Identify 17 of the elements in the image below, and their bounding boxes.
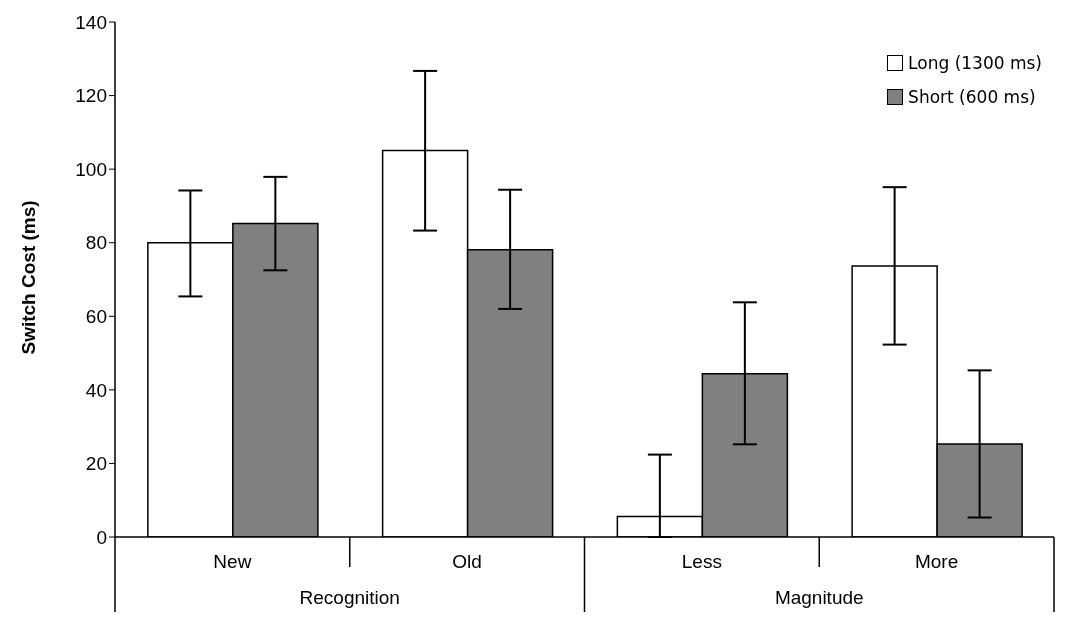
x-tick-label: More [914, 551, 959, 573]
y-tick-label: 80 [85, 232, 107, 254]
y-tick-label: 20 [85, 453, 107, 475]
y-tick-label: 140 [75, 11, 107, 33]
legend-label: Long (1300 ms) [908, 53, 1042, 73]
legend-label: Short (600 ms) [908, 87, 1036, 107]
text: Recognition [299, 587, 400, 608]
y-tick-label: 120 [75, 85, 107, 107]
y-tick-label: 60 [85, 306, 107, 328]
y-tick-label: 40 [85, 379, 107, 401]
y-axis-title: Switch Cost (ms) [17, 200, 39, 355]
x-tick-label: Old [452, 551, 482, 573]
x-tick-label: Less [681, 551, 722, 573]
y-tick-label: 0 [96, 526, 107, 548]
x-tick-label: New [213, 551, 252, 573]
text: Magnitude [774, 587, 864, 608]
y-tick-label: 100 [75, 158, 107, 180]
